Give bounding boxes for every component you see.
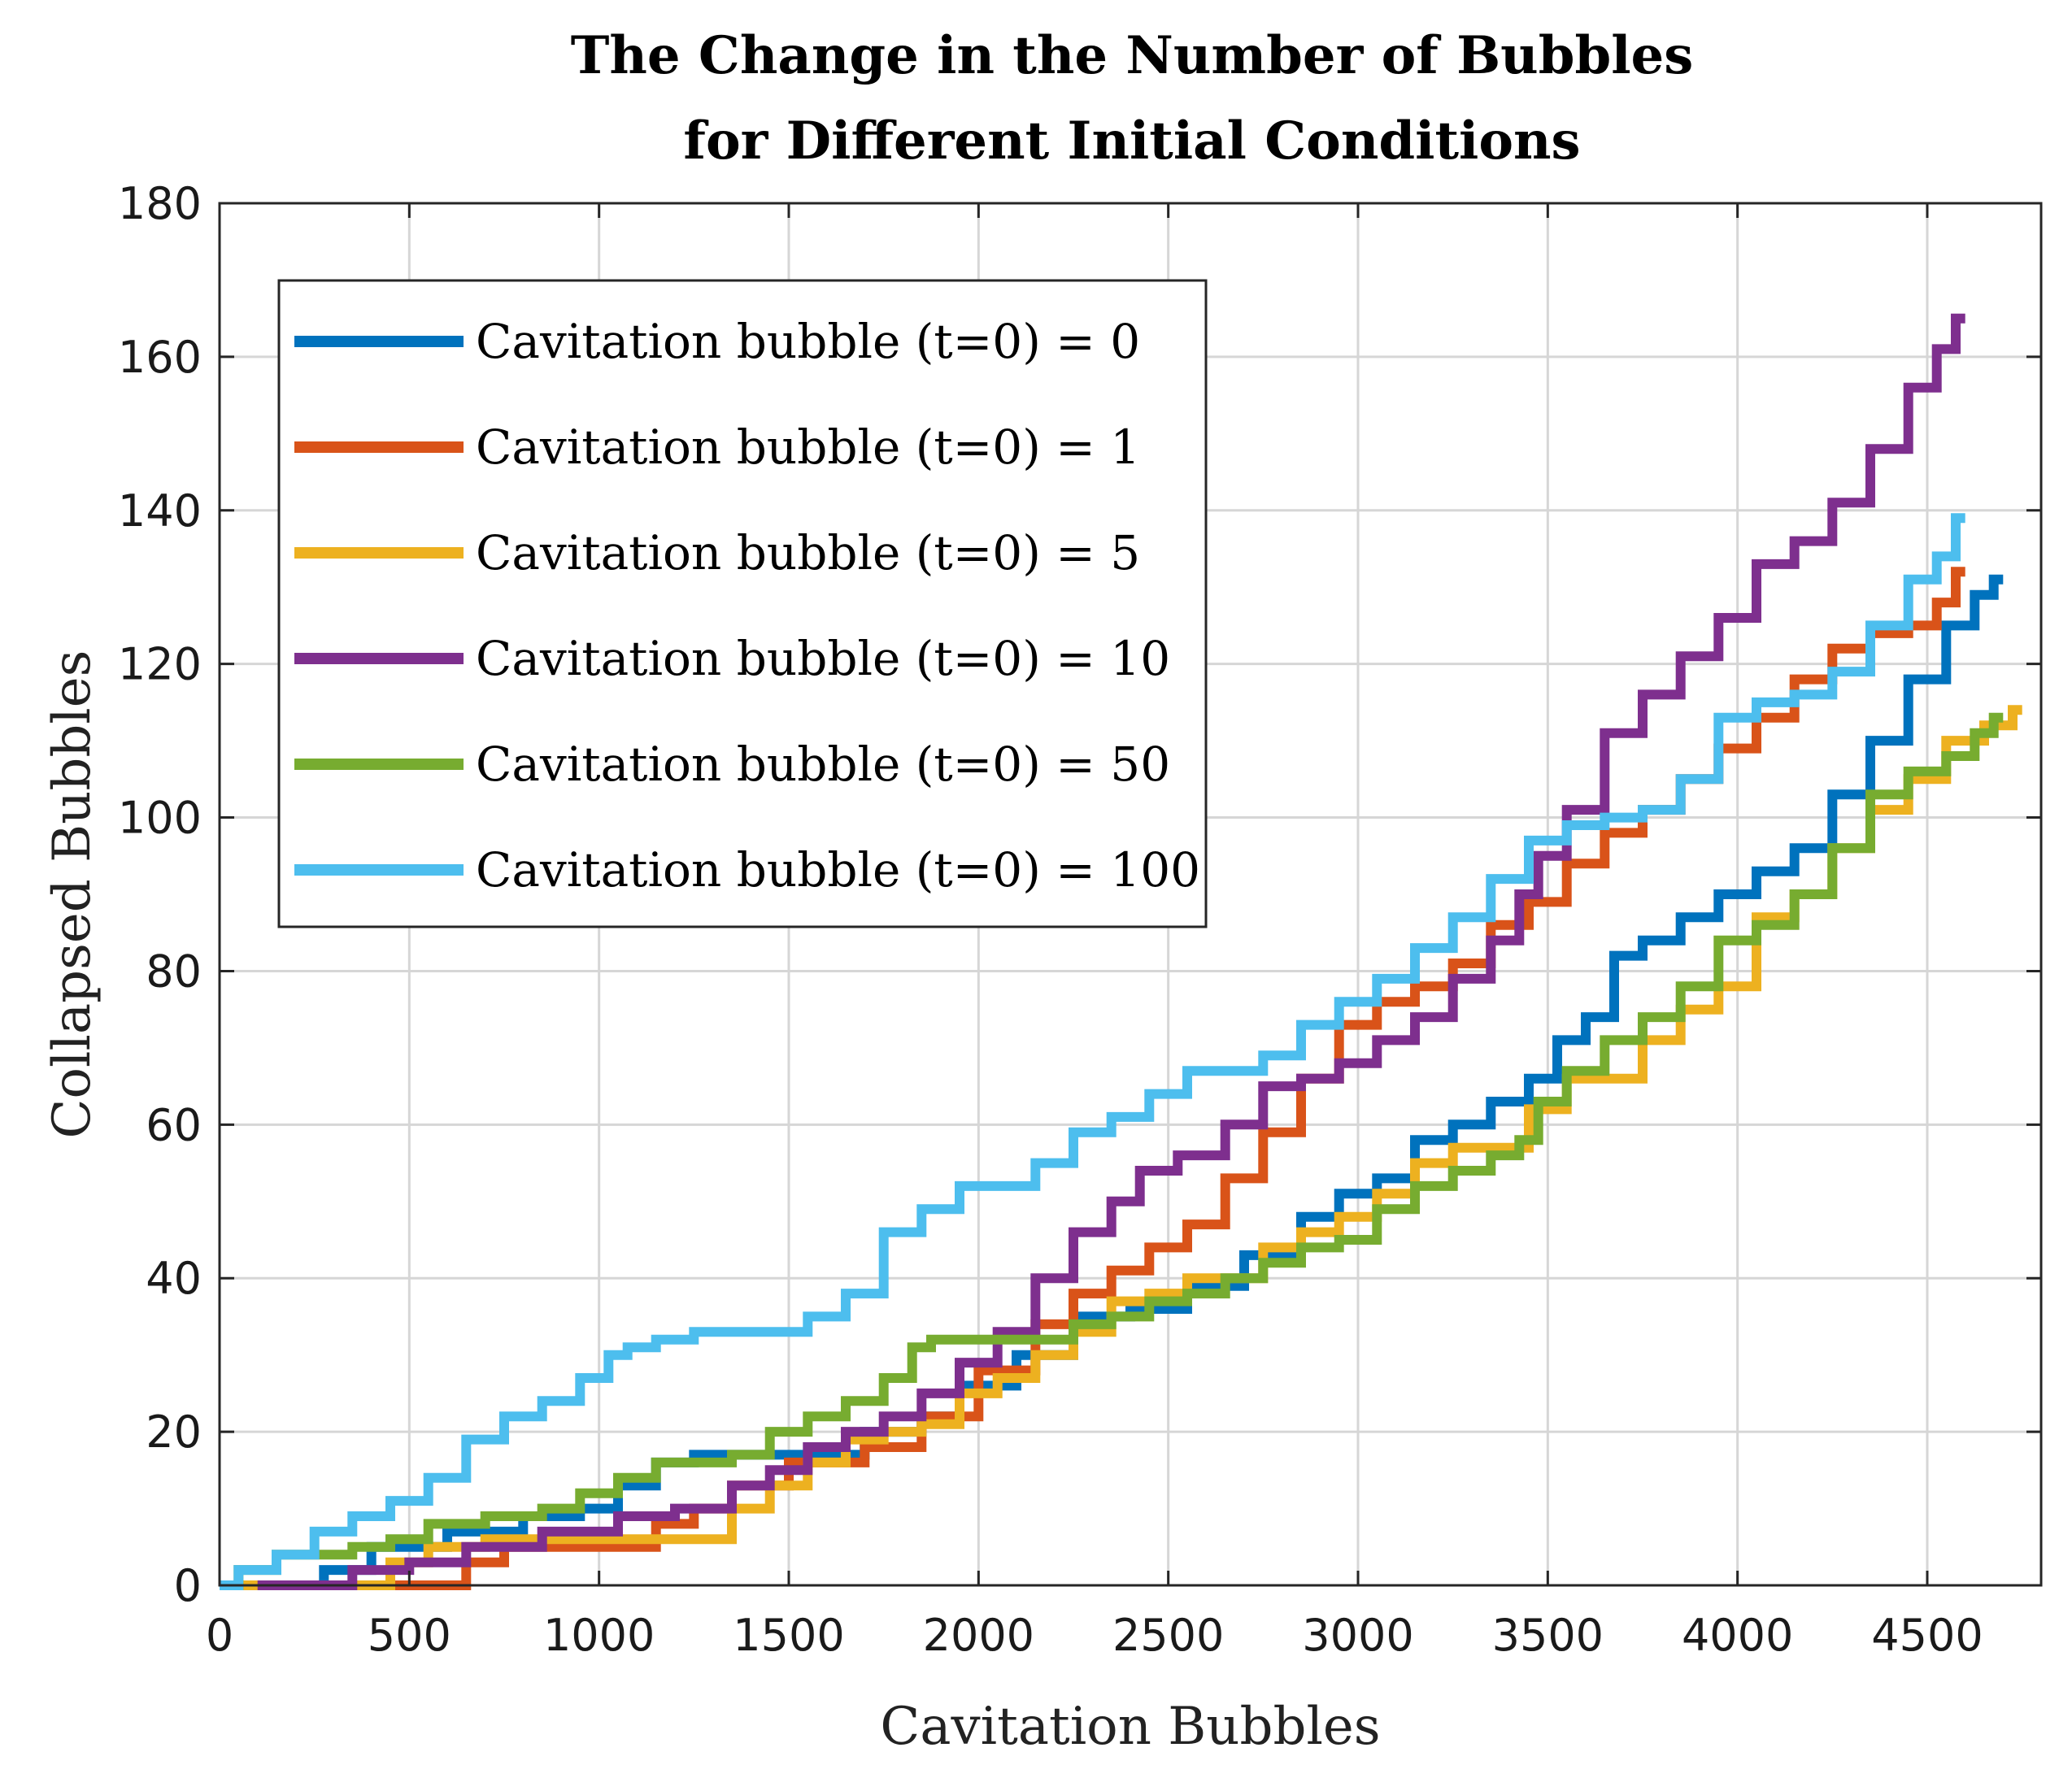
y-tick-label: 120 (118, 639, 202, 690)
x-tick-label: 3000 (1302, 1610, 1413, 1661)
x-tick-label: 4000 (1682, 1610, 1793, 1661)
y-tick-label: 60 (146, 1099, 202, 1150)
legend-label-0: Cavitation bubble (t=0) = 0 (476, 314, 1140, 369)
y-tick-label: 20 (146, 1406, 202, 1458)
series-lines (220, 313, 2022, 1590)
x-axis-label: Cavitation Bubbles (880, 1697, 1380, 1757)
y-tick-label: 40 (146, 1253, 202, 1304)
x-tick-label: 2500 (1112, 1610, 1224, 1661)
chart-subtitle: for Different Initial Conditions (683, 111, 1580, 172)
legend-label-1: Cavitation bubble (t=0) = 1 (476, 420, 1140, 475)
y-tick-label: 100 (118, 793, 202, 844)
legend-label-3: Cavitation bubble (t=0) = 10 (476, 631, 1170, 686)
axis-tick-labels: 0 500 1000 1500 2000 2500 3000 3500 4000 4500 0 20 4… (118, 178, 1983, 1661)
legend-label-2: Cavitation bubble (t=0) = 5 (476, 525, 1140, 580)
x-tick-label: 2000 (923, 1610, 1034, 1661)
legend: Cavitation bubble (t=0) = 0 Cavitation bu… (277, 279, 1208, 928)
y-tick-label: 160 (118, 332, 202, 383)
y-tick-label: 0 (174, 1560, 202, 1611)
legend-box (277, 279, 1208, 928)
x-tick-label: 500 (368, 1610, 451, 1661)
y-axis-label: Collapsed Bubbles (42, 650, 102, 1139)
y-tick-label: 140 (118, 485, 202, 537)
y-tick-label: 180 (118, 178, 202, 229)
series-line-4 (220, 712, 2004, 1590)
x-tick-label: 1000 (543, 1610, 655, 1661)
series-line-5 (220, 513, 1965, 1590)
legend-label-4: Cavitation bubble (t=0) = 50 (476, 737, 1170, 792)
x-tick-label: 0 (206, 1610, 233, 1661)
x-tick-label: 3500 (1492, 1610, 1604, 1661)
x-tick-label: 1500 (733, 1610, 844, 1661)
axis-ticks (218, 202, 2041, 1587)
plot-frame (218, 202, 2043, 1587)
chart-title: The Change in the Number of Bubbles (571, 25, 1694, 86)
legend-label-5: Cavitation bubble (t=0) = 100 (476, 842, 1200, 898)
x-tick-label: 4500 (1871, 1610, 1983, 1661)
series-line-3 (257, 313, 1965, 1590)
y-tick-label: 80 (146, 946, 202, 997)
